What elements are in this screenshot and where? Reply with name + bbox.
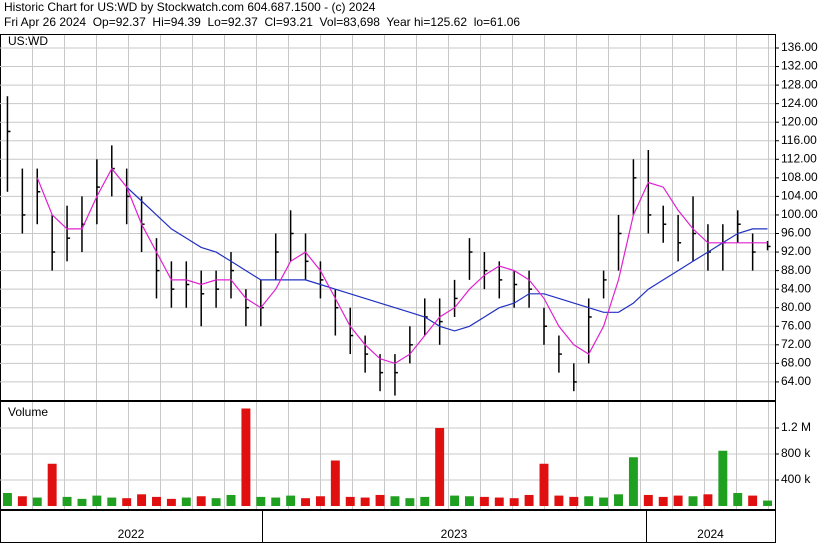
volume-bar (122, 498, 132, 506)
volume-bar (62, 496, 72, 506)
volume-bar (286, 495, 296, 506)
volume-bar (420, 496, 430, 506)
volume-bar (211, 498, 221, 506)
y-tick-label: 124.00 (781, 96, 818, 110)
volume-bar (107, 497, 117, 506)
volume-bar (77, 498, 87, 506)
y-tick-label: 112.00 (781, 151, 817, 165)
price-frame (0, 34, 776, 401)
volume-bar (390, 496, 400, 506)
y-tick-label: 84.00 (781, 281, 811, 295)
y-tick-label: 64.00 (781, 374, 811, 388)
volume-bar (494, 497, 504, 506)
volume-bar (152, 496, 161, 506)
symbol-label: US:WD (8, 34, 48, 48)
volume-bar (405, 498, 415, 506)
volume-bar (584, 496, 594, 506)
y-tick-label: 72.00 (781, 337, 811, 351)
y-tick-label: 88.00 (781, 263, 811, 277)
volume-bar (718, 450, 728, 506)
y-tick-label: 400 k (781, 472, 811, 486)
y-tick-label: 92.00 (781, 244, 811, 258)
volume-bar (599, 497, 609, 506)
y-tick-label: 132.00 (781, 59, 818, 73)
volume-bar (2, 493, 12, 506)
y-tick-label: 800 k (781, 446, 811, 460)
x-tick-label: 2022 (118, 527, 145, 541)
volume-bar (360, 497, 370, 506)
volume-bar (196, 496, 206, 506)
volume-bar (17, 496, 27, 506)
y-tick-label: 108.00 (781, 170, 818, 184)
volume-bar (47, 463, 57, 506)
y-tick-label: 100.00 (781, 207, 818, 221)
volume-bar (479, 496, 489, 506)
y-tick-label: 128.00 (781, 77, 818, 91)
volume-bar (375, 494, 385, 506)
volume-bar (301, 498, 310, 506)
volume-label: Volume (8, 405, 48, 419)
y-tick-label: 104.00 (781, 189, 818, 203)
y-tick-label: 76.00 (781, 318, 811, 332)
y-tick-label: 116.00 (781, 133, 817, 147)
y-tick-label: 80.00 (781, 300, 811, 314)
volume-bar (92, 495, 102, 506)
header-title: Historic Chart for US:WD by Stockwatch.c… (4, 0, 376, 14)
volume-bar (643, 494, 653, 506)
moving-average (36, 167, 768, 365)
volume-bar (688, 496, 698, 506)
volume-bar (524, 494, 534, 506)
volume-bar (465, 496, 474, 506)
volume-bar (271, 497, 281, 506)
volume-bar (539, 463, 549, 506)
volume-bar (137, 494, 147, 506)
volume-bar (345, 496, 355, 506)
volume-bar (330, 460, 340, 506)
volume-bar (748, 495, 758, 506)
volume-bar (226, 494, 236, 506)
x-tick-label: 2023 (441, 527, 468, 541)
volume-bar (509, 498, 519, 506)
moving-average (126, 186, 768, 332)
y-tick-label: 120.00 (781, 114, 818, 128)
volume-frame (0, 401, 776, 510)
volume-bar (703, 494, 713, 506)
y-tick-label: 96.00 (781, 226, 811, 240)
volume-bar (763, 500, 773, 506)
volume-bar (733, 493, 743, 506)
volume-bar (315, 496, 325, 506)
volume-bar (256, 496, 266, 506)
volume-bar (554, 495, 564, 506)
volume-bar (658, 496, 668, 506)
volume-bar (241, 408, 251, 506)
volume-bar (569, 496, 579, 506)
volume-bar (628, 457, 638, 506)
volume-bar (450, 495, 460, 506)
y-tick-label: 1.2 M (781, 420, 811, 434)
y-tick-label: 136.00 (781, 40, 818, 54)
x-tick-label: 2024 (697, 527, 724, 541)
volume-bar (673, 495, 683, 506)
volume-bar (181, 497, 191, 506)
volume-bar (614, 494, 623, 506)
y-tick-label: 68.00 (781, 356, 811, 370)
volume-bar (32, 497, 42, 506)
header-quote: Fri Apr 26 2024 Op=92.37 Hi=94.39 Lo=92.… (4, 15, 520, 29)
volume-bar (166, 498, 176, 506)
volume-bar (435, 428, 445, 506)
